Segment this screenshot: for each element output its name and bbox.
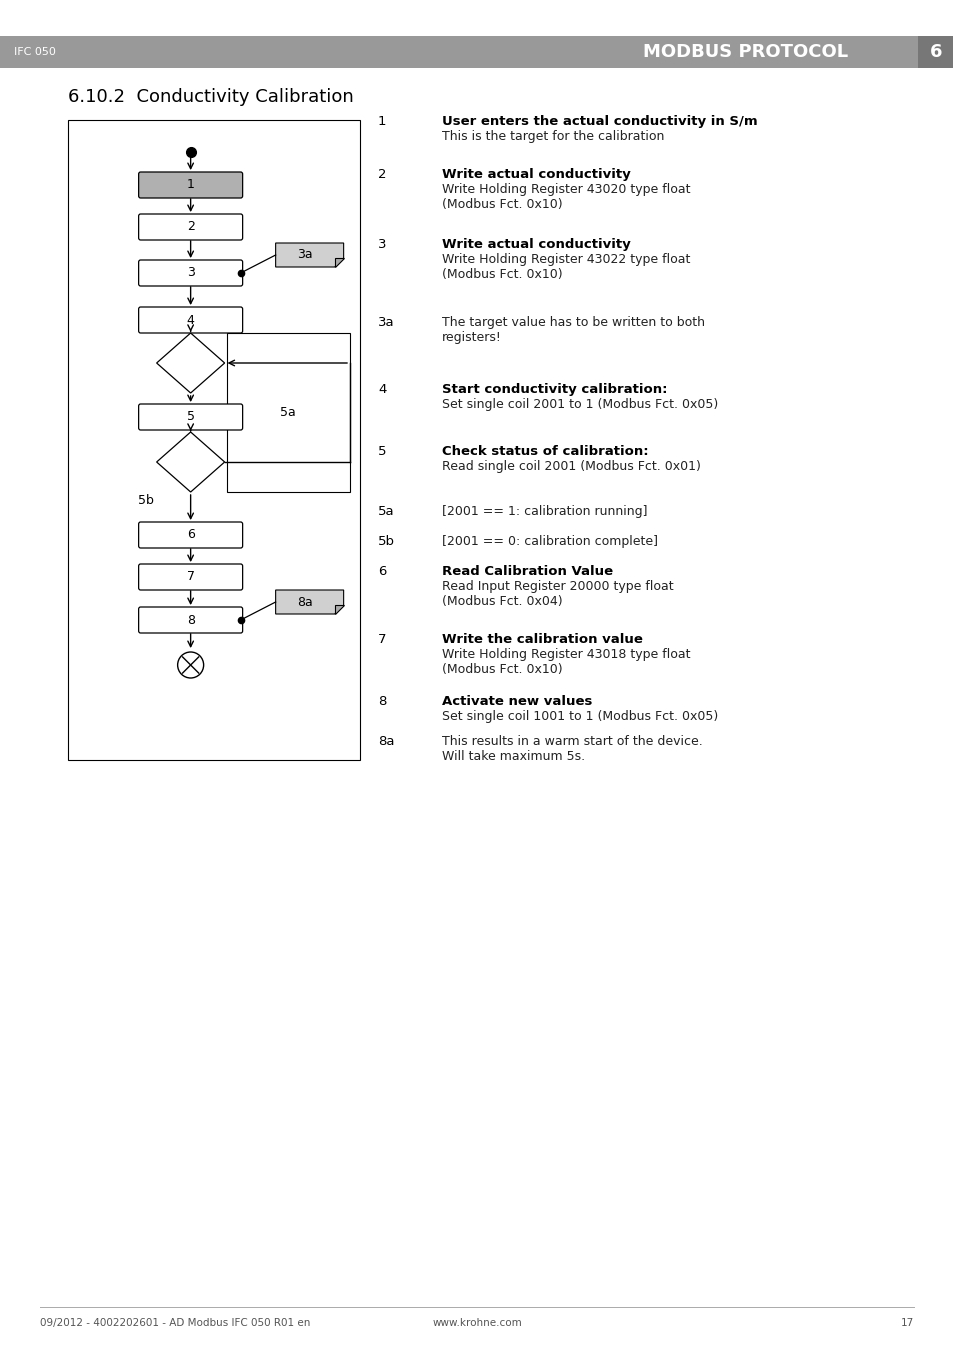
Text: 6: 6 — [187, 528, 194, 542]
Text: 8: 8 — [187, 613, 194, 627]
Text: 7: 7 — [377, 634, 386, 646]
Text: [2001 == 0: calibration complete]: [2001 == 0: calibration complete] — [441, 535, 658, 549]
Polygon shape — [275, 590, 343, 613]
Text: Write actual conductivity: Write actual conductivity — [441, 238, 630, 251]
Polygon shape — [156, 432, 224, 492]
Text: 5b: 5b — [137, 494, 153, 507]
Text: 4: 4 — [377, 382, 386, 396]
Text: Set single coil 1001 to 1 (Modbus Fct. 0x05): Set single coil 1001 to 1 (Modbus Fct. 0… — [441, 711, 718, 723]
Text: 6.10.2  Conductivity Calibration: 6.10.2 Conductivity Calibration — [68, 88, 354, 105]
FancyBboxPatch shape — [138, 563, 242, 590]
Circle shape — [177, 653, 203, 678]
Text: 8: 8 — [377, 694, 386, 708]
Text: 4: 4 — [187, 313, 194, 327]
Text: 8a: 8a — [297, 596, 313, 608]
Text: Read Input Register 20000 type float
(Modbus Fct. 0x04): Read Input Register 20000 type float (Mo… — [441, 580, 673, 608]
Text: 5a: 5a — [377, 505, 395, 517]
Text: 09/2012 - 4002202601 - AD Modbus IFC 050 R01 en: 09/2012 - 4002202601 - AD Modbus IFC 050… — [40, 1319, 310, 1328]
Text: Set single coil 2001 to 1 (Modbus Fct. 0x05): Set single coil 2001 to 1 (Modbus Fct. 0… — [441, 399, 718, 411]
Text: 3: 3 — [377, 238, 386, 251]
Text: This is the target for the calibration: This is the target for the calibration — [441, 130, 663, 143]
Text: Write Holding Register 43022 type float
(Modbus Fct. 0x10): Write Holding Register 43022 type float … — [441, 253, 690, 281]
Text: The target value has to be written to both
registers!: The target value has to be written to bo… — [441, 316, 704, 345]
Text: 2: 2 — [377, 168, 386, 181]
Text: 6: 6 — [377, 565, 386, 578]
Text: 1: 1 — [377, 115, 386, 128]
Polygon shape — [275, 243, 343, 267]
Text: Write actual conductivity: Write actual conductivity — [441, 168, 630, 181]
Bar — [227, 332, 350, 492]
Text: 5b: 5b — [377, 535, 395, 549]
Text: 3a: 3a — [297, 249, 313, 262]
Text: 8a: 8a — [377, 735, 395, 748]
FancyBboxPatch shape — [138, 213, 242, 240]
Polygon shape — [335, 258, 343, 267]
Text: Activate new values: Activate new values — [441, 694, 592, 708]
FancyBboxPatch shape — [138, 172, 242, 199]
Bar — [68, 120, 359, 761]
Text: 17: 17 — [900, 1319, 913, 1328]
Text: [2001 == 1: calibration running]: [2001 == 1: calibration running] — [441, 505, 647, 517]
Text: 5: 5 — [187, 411, 194, 423]
Polygon shape — [335, 605, 343, 613]
Text: 5: 5 — [377, 444, 386, 458]
Text: IFC 050: IFC 050 — [14, 47, 56, 57]
Text: Read single coil 2001 (Modbus Fct. 0x01): Read single coil 2001 (Modbus Fct. 0x01) — [441, 459, 700, 473]
Text: MODBUS PROTOCOL: MODBUS PROTOCOL — [642, 43, 847, 61]
Text: 1: 1 — [187, 178, 194, 192]
Text: Start conductivity calibration:: Start conductivity calibration: — [441, 382, 667, 396]
Bar — [0, 36, 953, 68]
Bar — [917, 36, 953, 68]
Text: 3: 3 — [187, 266, 194, 280]
Text: User enters the actual conductivity in S/m: User enters the actual conductivity in S… — [441, 115, 757, 128]
FancyBboxPatch shape — [138, 259, 242, 286]
Text: Write Holding Register 43020 type float
(Modbus Fct. 0x10): Write Holding Register 43020 type float … — [441, 182, 690, 211]
FancyBboxPatch shape — [138, 607, 242, 634]
Text: 5a: 5a — [280, 407, 295, 419]
Text: Read Calibration Value: Read Calibration Value — [441, 565, 613, 578]
FancyBboxPatch shape — [138, 404, 242, 430]
Text: Check status of calibration:: Check status of calibration: — [441, 444, 648, 458]
Text: 2: 2 — [187, 220, 194, 234]
FancyBboxPatch shape — [138, 307, 242, 332]
Text: Write Holding Register 43018 type float
(Modbus Fct. 0x10): Write Holding Register 43018 type float … — [441, 648, 690, 676]
Polygon shape — [156, 332, 224, 393]
Text: This results in a warm start of the device.
Will take maximum 5s.: This results in a warm start of the devi… — [441, 735, 702, 763]
Text: www.krohne.com: www.krohne.com — [432, 1319, 521, 1328]
Text: 6: 6 — [929, 43, 942, 61]
Text: 3a: 3a — [377, 316, 395, 330]
FancyBboxPatch shape — [138, 521, 242, 549]
Text: 7: 7 — [187, 570, 194, 584]
Text: Write the calibration value: Write the calibration value — [441, 634, 642, 646]
